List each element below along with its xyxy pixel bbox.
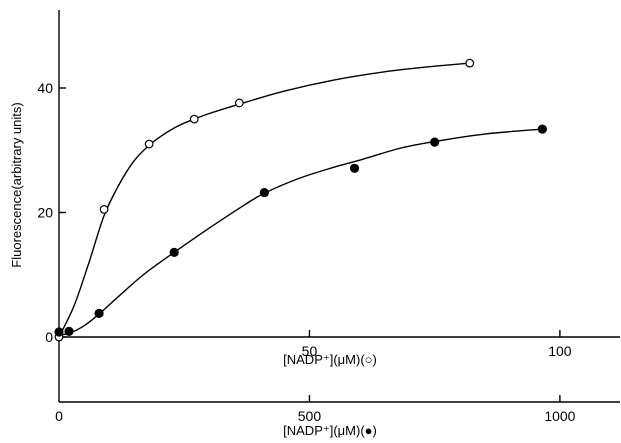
- filled-circle-point: [54, 327, 64, 337]
- x-tick-label: 500: [298, 408, 322, 424]
- axes: [58, 10, 620, 403]
- data-markers: [54, 58, 547, 342]
- x-tick-label: 50: [302, 343, 318, 359]
- filled-circle-point: [349, 163, 360, 173]
- y-tick-label: 0: [45, 329, 53, 345]
- y-tick-label: 40: [37, 80, 53, 96]
- bottom-x-ticks: 0 500 1000: [55, 395, 576, 424]
- open-circle-point: [465, 58, 475, 68]
- filled-circle-point: [537, 124, 547, 134]
- bottom-x-axis-label: [NADP⁺](μM)(●): [283, 423, 377, 438]
- y-tick-label: 20: [37, 205, 53, 221]
- top-x-axis-label: [NADP⁺](μM)(○): [283, 352, 377, 367]
- open-circle-point: [144, 139, 154, 149]
- fit-curve-open: [58, 62, 470, 338]
- x-tick-label: 0: [55, 408, 63, 424]
- fitted-curves: [58, 62, 543, 338]
- open-circle-point: [99, 204, 109, 214]
- open-circle-point: [189, 114, 199, 124]
- fit-curve-filled: [58, 128, 543, 336]
- filled-circle-point: [94, 308, 104, 318]
- filled-circle-point: [430, 137, 440, 147]
- filled-circle-point: [169, 247, 179, 257]
- open-circle-point: [234, 98, 244, 108]
- y-ticks: 0 20 40: [37, 80, 66, 345]
- top-x-ticks: 50 100: [302, 330, 572, 359]
- x-tick-label: 1000: [544, 408, 575, 424]
- filled-circle-point: [259, 187, 269, 198]
- filled-circle-point: [64, 326, 74, 336]
- x-tick-label: 100: [548, 343, 572, 359]
- y-axis-label: Fluorescence(arbitrary units): [9, 102, 24, 267]
